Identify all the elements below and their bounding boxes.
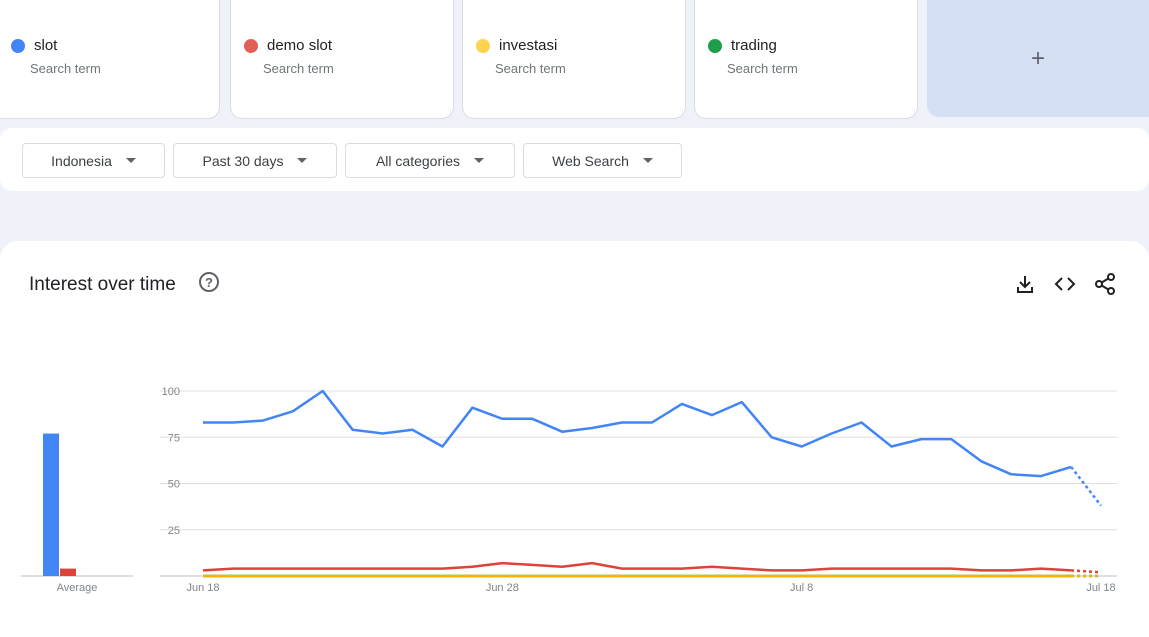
y-tick-label: 25	[168, 525, 180, 537]
download-icon[interactable]	[1013, 272, 1037, 296]
series-line-slot	[203, 389, 1072, 478]
category-select[interactable]: All categories	[345, 143, 515, 178]
term-name: trading	[731, 37, 777, 54]
average-bar-demo-slot	[60, 568, 76, 576]
trading-color-dot	[708, 38, 722, 53]
series-line-demo-slot	[202, 561, 1072, 572]
embed-code-icon[interactable]	[1053, 272, 1077, 296]
term-type: Search term	[495, 61, 566, 76]
x-tick-label: Jun 28	[486, 582, 519, 594]
term-type: Search term	[263, 61, 334, 76]
x-tick-label: Jul 8	[790, 582, 813, 594]
dropdown-arrow-icon	[474, 158, 485, 163]
time-range-label: Past 30 days	[202, 152, 284, 169]
region-label: Indonesia	[51, 152, 112, 169]
term-type: Search term	[30, 61, 101, 76]
demo-slot-color-dot	[244, 38, 258, 53]
time-range-select[interactable]: Past 30 days	[173, 143, 337, 178]
average-bar-slot	[43, 433, 59, 576]
interest-over-time-chart: 100 75 50 25 Jun 18 Jun 28 Jul 8 Jul 18 Average	[21, 386, 1117, 594]
region-select[interactable]: Indonesia	[22, 143, 165, 178]
term-name: slot	[34, 37, 58, 54]
slot-color-dot	[11, 38, 25, 53]
term-name: demo slot	[267, 37, 333, 54]
average-label: Average	[57, 582, 98, 594]
dropdown-arrow-icon	[125, 158, 136, 163]
term-card-demo-slot[interactable]: demo slot Search term	[230, 0, 454, 119]
investasi-color-dot	[476, 38, 490, 53]
search-type-label: Web Search	[552, 152, 629, 169]
x-tick-label: Jun 18	[186, 582, 219, 594]
term-name: investasi	[499, 37, 558, 54]
share-icon[interactable]	[1093, 272, 1117, 296]
panel-title: Interest over time	[29, 274, 176, 295]
category-label: All categories	[375, 152, 461, 169]
term-type: Search term	[727, 61, 798, 76]
series-partial-line-demo-slot	[1071, 569, 1102, 574]
plus-icon: +	[1030, 44, 1045, 72]
y-tick-label: 50	[168, 479, 180, 491]
dropdown-arrow-icon	[642, 158, 653, 163]
term-card-slot[interactable]: slot Search term	[0, 0, 220, 119]
add-comparison-button[interactable]: +	[927, 0, 1149, 117]
y-tick-label: 100	[162, 386, 180, 398]
term-card-trading[interactable]: trading Search term	[694, 0, 918, 119]
help-icon[interactable]: ?	[199, 272, 219, 292]
series-partial-line-slot	[1070, 466, 1102, 507]
interest-over-time-panel: Interest over time ? 100 75 50 25 Jun 18 Jun …	[0, 241, 1149, 637]
filter-bar: Indonesia Past 30 days All categories We…	[0, 128, 1149, 191]
term-card-investasi[interactable]: investasi Search term	[462, 0, 686, 119]
x-tick-label: Jul 18	[1086, 582, 1115, 594]
search-type-select[interactable]: Web Search	[523, 143, 682, 178]
y-tick-label: 75	[168, 432, 180, 444]
dropdown-arrow-icon	[297, 158, 308, 163]
